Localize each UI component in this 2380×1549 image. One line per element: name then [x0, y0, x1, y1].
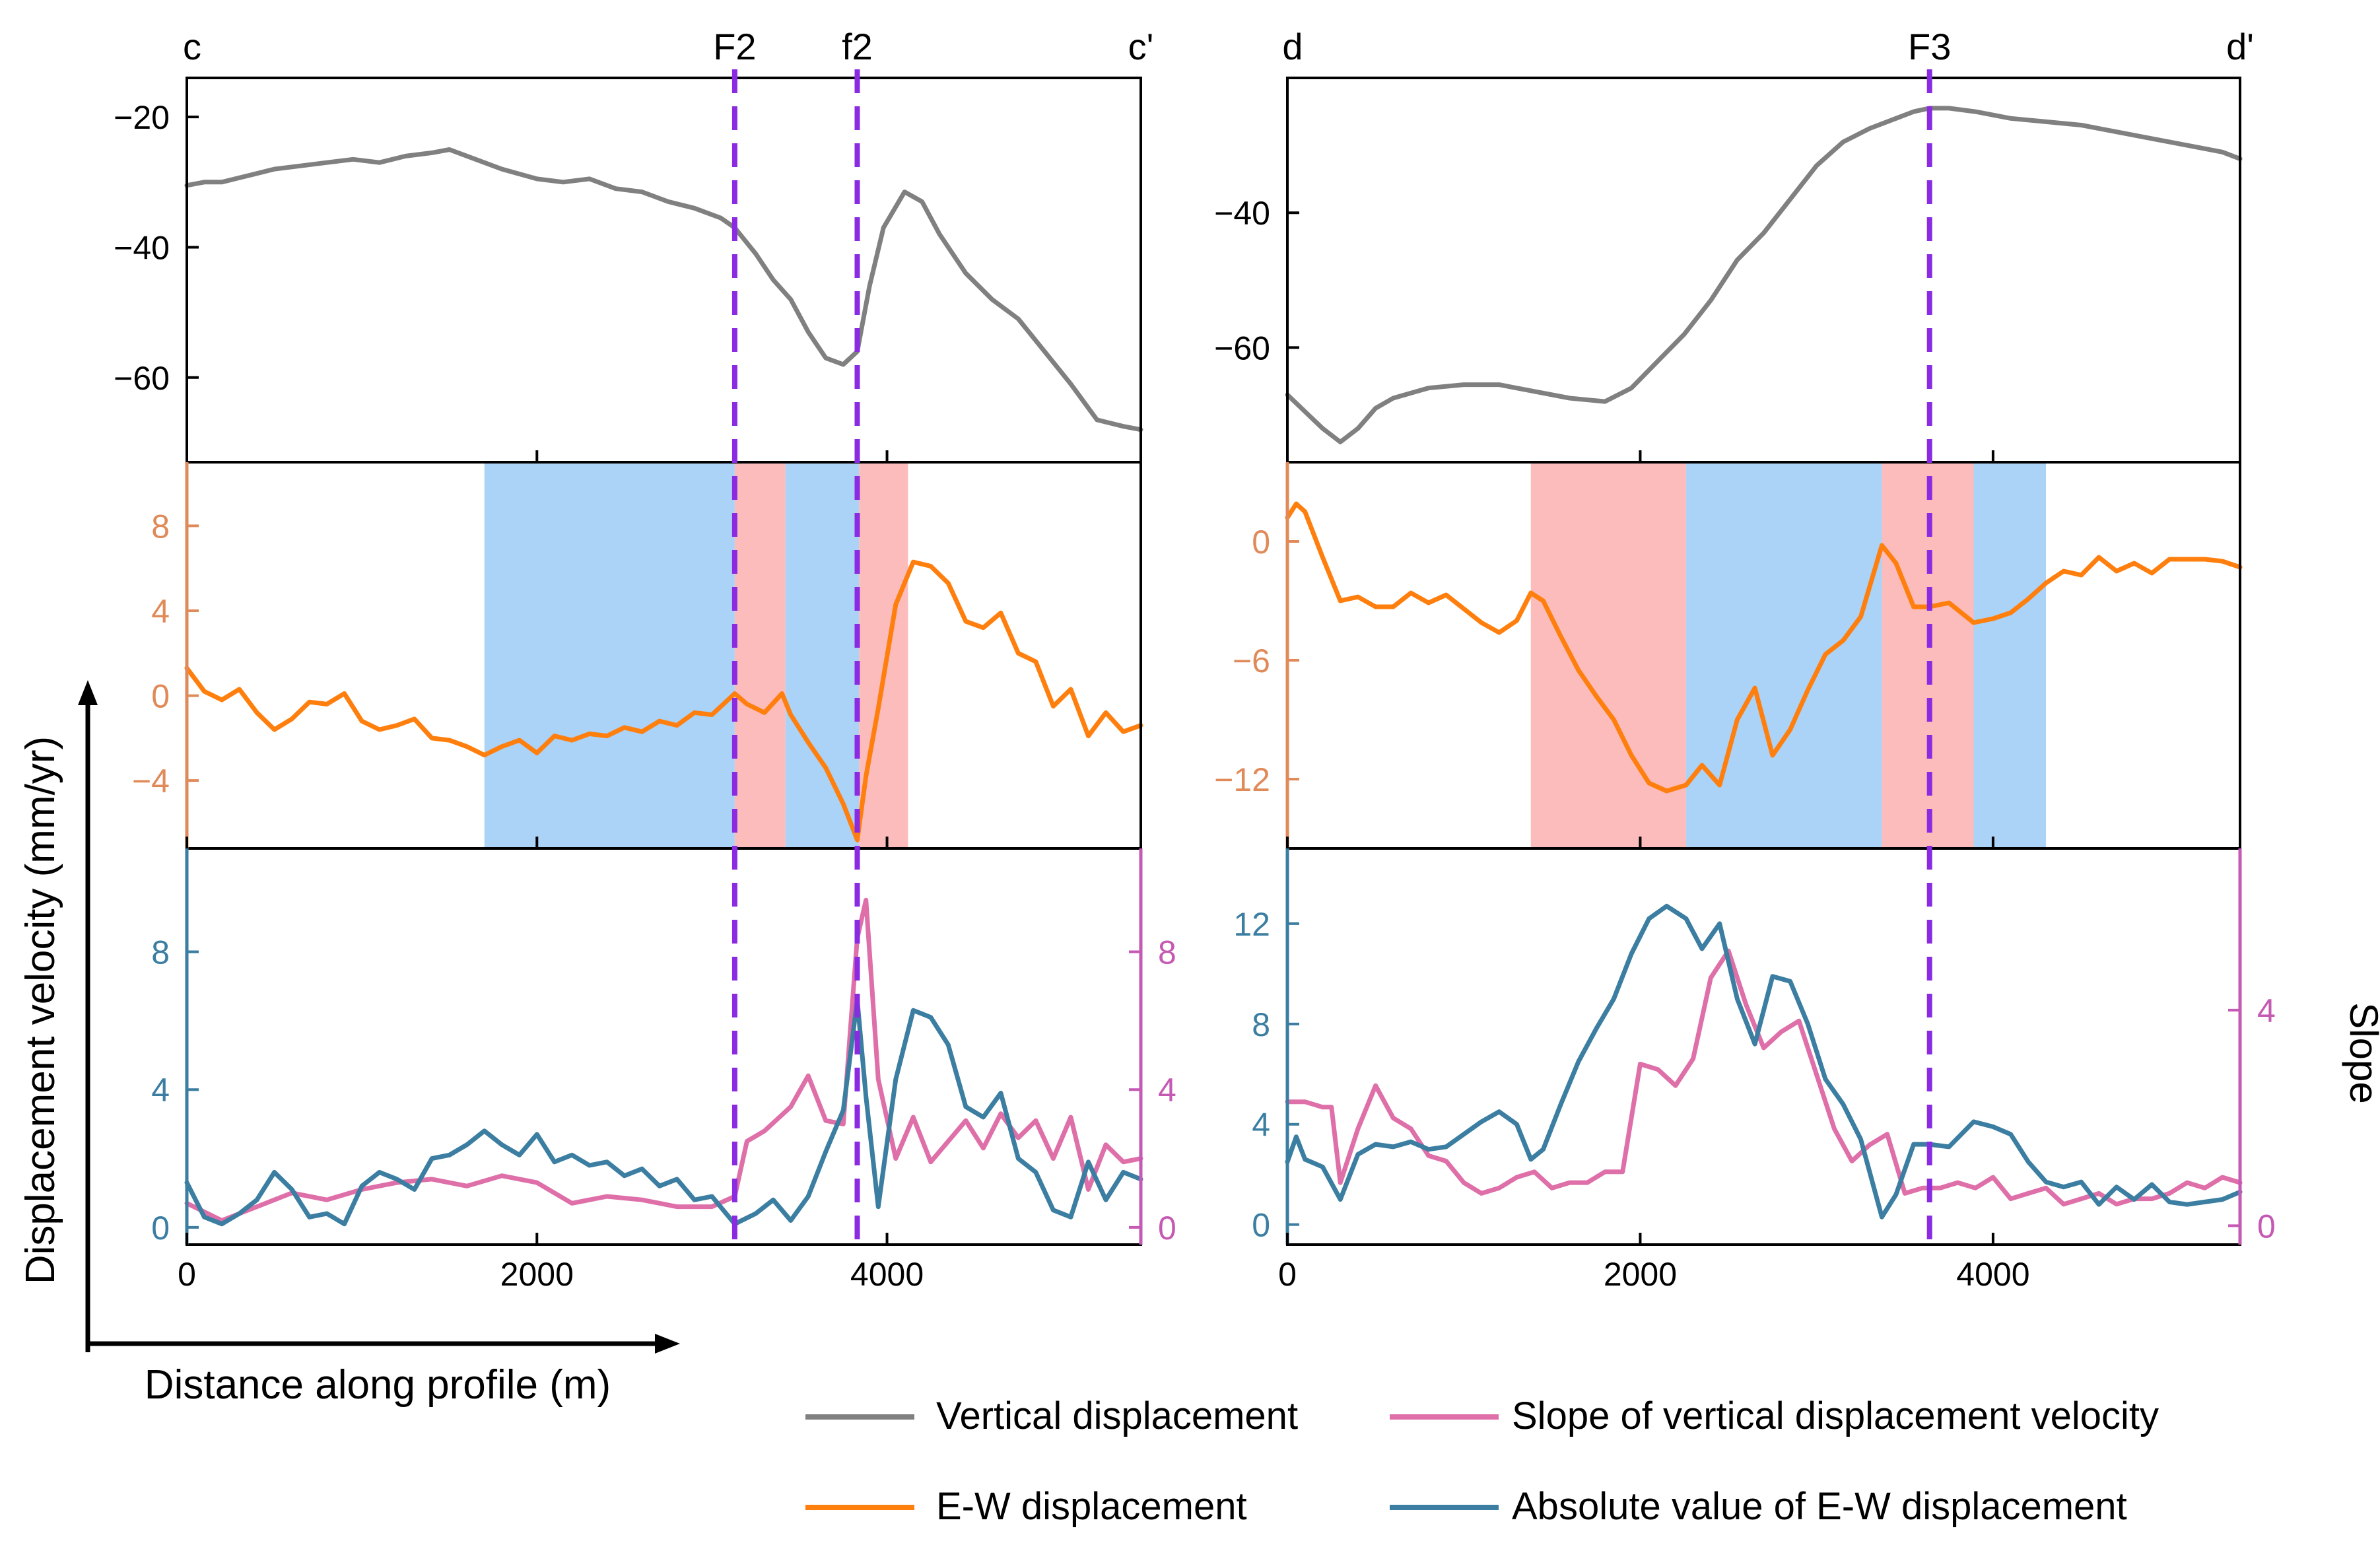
- p0-line-vertical: [184, 147, 1143, 432]
- p0-profile-end-label: c': [1128, 26, 1154, 67]
- p0-ytick-label-abs_ew-2: 0: [151, 1210, 170, 1247]
- legend-label-slope: Slope of vertical displacement velocity: [1512, 1394, 2159, 1437]
- x-axis-arrowhead: [655, 1334, 680, 1354]
- p1-zone-0: [1530, 462, 1686, 848]
- p1-xtick-label-0: 0: [1278, 1256, 1297, 1293]
- p0-zone-2: [785, 462, 860, 848]
- p1-profile-end-label: d': [2226, 26, 2254, 67]
- y-axis-arrowhead: [78, 680, 98, 705]
- p1-profile-start-label: d: [1282, 26, 1303, 67]
- p0-ytick-label-ew-3: −4: [132, 763, 170, 800]
- p0-line-ew: [184, 559, 1143, 843]
- p0-xtick-label-2: 4000: [850, 1256, 924, 1293]
- p1-xtick-label-1: 2000: [1604, 1256, 1677, 1293]
- p0-profile-start-label: c: [183, 26, 201, 67]
- p1-zone-1: [1685, 462, 1882, 848]
- p0-ytick-label-vertical-1: −40: [114, 229, 170, 266]
- legend-label-abs-ew: Absolute value of E-W displacement: [1512, 1485, 2127, 1528]
- p0-line-abs_ew: [184, 998, 1143, 1227]
- p0-line-slope: [184, 897, 1143, 1223]
- p0-fault-label-F2: F2: [713, 26, 756, 67]
- p1-xtick-label-2: 4000: [1956, 1256, 2029, 1293]
- p0-xtick-label-0: 0: [178, 1256, 196, 1293]
- p1-fault-label-F3: F3: [1908, 26, 1951, 67]
- p1-ytick-label-slope-0: 4: [2257, 992, 2276, 1029]
- p1-ytick-label-ew-1: −6: [1233, 642, 1270, 679]
- p0-fault-label-f2: f2: [842, 26, 873, 67]
- p1-ytick-label-ew-0: 0: [1252, 524, 1270, 561]
- legend-label-ew: E-W displacement: [936, 1485, 1247, 1528]
- p0-ytick-label-slope-0: 8: [1158, 934, 1176, 971]
- p1-ytick-label-vertical-1: −60: [1214, 329, 1270, 366]
- p1-line-ew: [1285, 501, 2243, 794]
- legend: Vertical displacement Slope of vertical …: [805, 1394, 2159, 1528]
- p0-ytick-label-vertical-0: −20: [114, 99, 170, 136]
- slope-axis-label: Slope: [2342, 1002, 2380, 1103]
- p1-ytick-label-ew-2: −12: [1214, 761, 1270, 798]
- p0-zone-0: [484, 462, 735, 848]
- x-axis-label: Distance along profile (m): [145, 1362, 611, 1408]
- p0-xtick-label-1: 2000: [500, 1256, 574, 1293]
- p0-ytick-label-ew-2: 0: [151, 678, 170, 715]
- p0-ytick-label-vertical-2: −60: [114, 360, 170, 397]
- shaded-zones: [484, 462, 2047, 848]
- p0-ytick-label-abs_ew-1: 4: [151, 1072, 170, 1109]
- p1-ytick-label-abs_ew-0: 12: [1233, 906, 1270, 943]
- p0-ytick-label-slope-1: 4: [1158, 1072, 1176, 1109]
- p0-zone-1: [734, 462, 786, 848]
- fault-lines: [731, 69, 1932, 1245]
- p0-ytick-label-abs_ew-0: 8: [151, 934, 170, 971]
- y-axis-label: Displacement velocity (mm/yr): [18, 736, 63, 1284]
- p1-ytick-label-abs_ew-1: 8: [1252, 1006, 1270, 1043]
- p1-zone-3: [1973, 462, 2047, 848]
- p1-line-slope: [1285, 948, 2243, 1207]
- p1-ytick-label-vertical-0: −40: [1214, 195, 1270, 232]
- p1-ytick-label-abs_ew-3: 0: [1252, 1207, 1270, 1244]
- panel-frames: [185, 77, 2242, 1246]
- p0-ytick-label-slope-2: 0: [1158, 1210, 1176, 1247]
- p0-ytick-label-ew-0: 8: [151, 508, 170, 545]
- p1-ytick-label-slope-1: 0: [2257, 1208, 2276, 1245]
- data-series: [184, 106, 2243, 1227]
- p1-ytick-label-abs_ew-2: 4: [1252, 1107, 1270, 1144]
- p1-line-abs_ew: [1285, 903, 2243, 1220]
- p1-line-vertical: [1285, 106, 2243, 444]
- legend-label-vertical: Vertical displacement: [936, 1394, 1298, 1437]
- p0-ytick-label-ew-1: 4: [151, 593, 170, 630]
